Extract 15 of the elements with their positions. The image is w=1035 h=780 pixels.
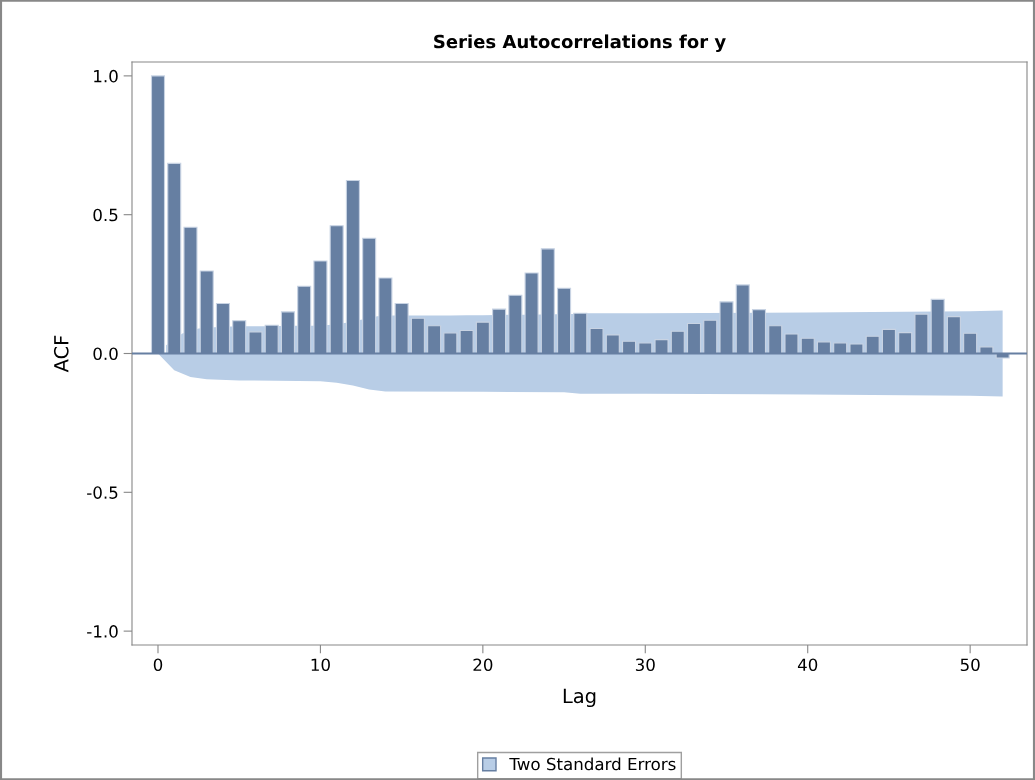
chart-title: Series Autocorrelations for y bbox=[434, 34, 726, 53]
x-tick-label: 50 bbox=[960, 658, 980, 672]
x-tick-label: 30 bbox=[635, 658, 655, 672]
legend-label: Two Standard Errors bbox=[509, 757, 676, 771]
x-tick-label: 20 bbox=[473, 658, 493, 672]
x-tick-label: 10 bbox=[311, 658, 330, 672]
y-tick-label: -0.5 bbox=[87, 486, 118, 499]
x-axis-title: Lag bbox=[563, 688, 596, 708]
y-tick-label: 0.5 bbox=[93, 208, 118, 222]
y-tick-label: -1.0 bbox=[87, 625, 118, 638]
x-tick-label: 40 bbox=[797, 658, 818, 672]
y-axis-title: ACF bbox=[53, 335, 69, 373]
x-tick-label: 0 bbox=[153, 658, 163, 672]
y-tick-label: 0.0 bbox=[93, 347, 118, 361]
y-tick-label: 1.0 bbox=[94, 69, 118, 83]
